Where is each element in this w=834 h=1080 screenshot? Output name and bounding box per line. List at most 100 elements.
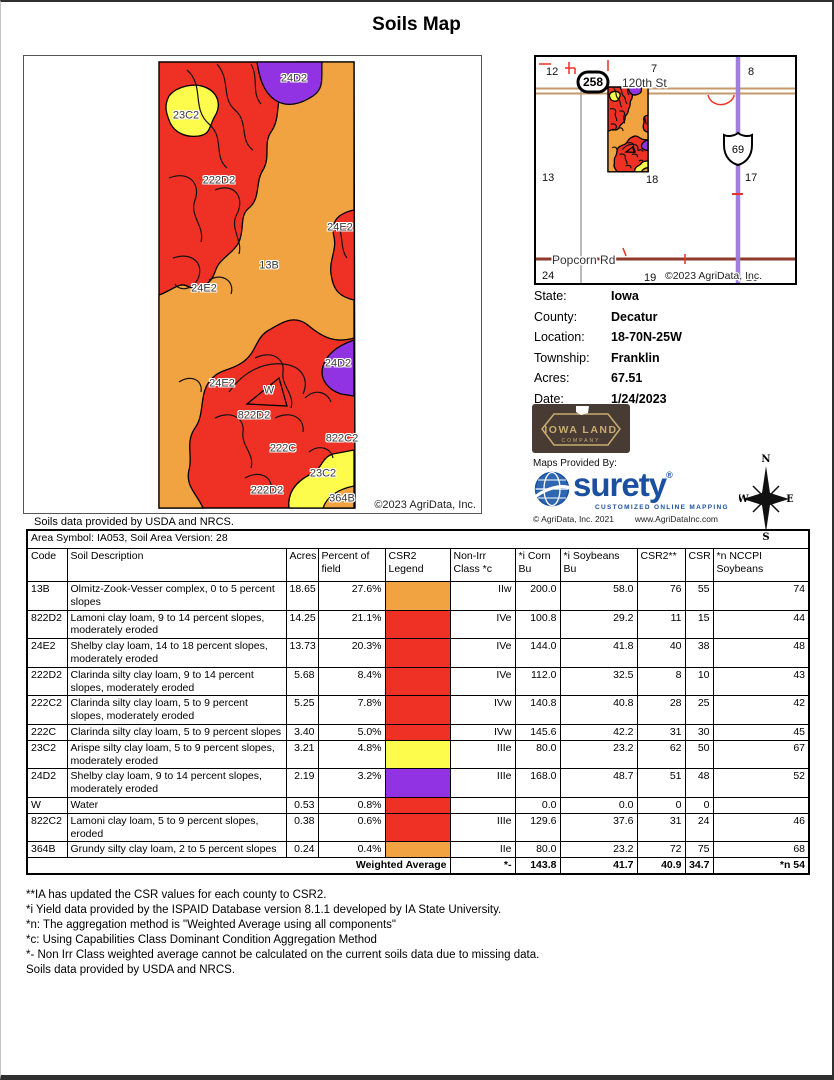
footnote-line: Soils data provided by USDA and NRCS. xyxy=(26,964,236,976)
description: Clarinda silty clay loam, 5 to 9 percent… xyxy=(66,723,287,741)
description: Olmitz-Zook-Vesser complex, 0 to 5 perce… xyxy=(66,581,287,611)
legend-swatch xyxy=(384,581,451,611)
logo-line1: IOWA LAND xyxy=(544,424,617,436)
csr: 25 xyxy=(684,695,714,725)
corn-bu: 129.6 xyxy=(514,812,561,843)
soil-table-row: W Water 0.53 0.8% 0.0 0.0 0 0 xyxy=(26,796,810,814)
legend-swatch xyxy=(384,695,451,725)
column-header: *i Corn Bu xyxy=(514,548,561,582)
corn-bu: 0.0 xyxy=(514,796,561,814)
info-value: 67.51 xyxy=(611,371,643,385)
description: Grundy silty clay loam, 2 to 5 percent s… xyxy=(66,841,287,859)
wavg-csr: 34.7 xyxy=(684,857,714,875)
soil-code-label: 822C2 xyxy=(325,432,359,445)
percent: 0.6% xyxy=(317,812,386,843)
compass-star xyxy=(743,466,789,532)
corn-bu: 168.0 xyxy=(514,768,561,798)
description: Shelby clay loam, 9 to 14 percent slopes… xyxy=(66,768,287,798)
info-label: Township: xyxy=(534,350,590,365)
csr2: 51 xyxy=(636,768,686,798)
acres: 5.25 xyxy=(285,695,319,725)
registered-mark: ® xyxy=(666,470,673,480)
column-header: Code xyxy=(26,548,68,582)
code: 222C2 xyxy=(26,695,68,725)
maps-provided-by-label: Maps Provided By: xyxy=(533,458,617,469)
csr: 55 xyxy=(684,581,714,611)
csr: 30 xyxy=(684,723,714,741)
soil-table-row: 222C Clarinda silty clay loam, 5 to 9 per… xyxy=(26,723,810,741)
info-label: Date: xyxy=(534,391,564,406)
nccpi: 48 xyxy=(712,638,810,668)
iowa-land-company-logo: IOWA LAND COMPANY xyxy=(532,404,630,453)
csr2: 62 xyxy=(636,739,686,770)
csr2: 28 xyxy=(636,695,686,725)
footnote-line: *i Yield data provided by the ISPAID Dat… xyxy=(26,904,502,916)
weighted-average-row: Weighted Average *- 143.8 41.7 40.9 34.7… xyxy=(26,857,810,875)
street-label-bottom: Popcorn Rd xyxy=(552,253,615,267)
map-copyright: ©2023 AgriData, Inc. xyxy=(374,499,476,511)
soil-table-row: 23C2 Arispe silty clay loam, 5 to 9 perce… xyxy=(26,739,810,770)
non-irr-class: IVe xyxy=(449,609,516,640)
soybeans-bu: 37.6 xyxy=(559,812,638,843)
column-header: CSR xyxy=(684,548,714,582)
code: W xyxy=(26,796,68,814)
code: 222D2 xyxy=(26,666,68,697)
non-irr-class: IIw xyxy=(449,581,516,611)
wavg-nccpi: *n 54 xyxy=(712,857,810,875)
code: 364B xyxy=(26,841,68,859)
soybeans-bu: 48.7 xyxy=(559,768,638,798)
code: 24E2 xyxy=(26,638,68,668)
description: Water xyxy=(66,796,287,814)
info-row: Acres: 67.51 xyxy=(534,371,784,392)
soybeans-bu: 42.2 xyxy=(559,723,638,741)
csr: 24 xyxy=(684,812,714,843)
nccpi: 45 xyxy=(712,723,810,741)
acres: 0.38 xyxy=(285,812,319,843)
surety-logo-block: Maps Provided By: surety ® CUSTOMIZED ON… xyxy=(533,458,733,524)
code: 822C2 xyxy=(26,812,68,843)
soil-map-labels: 24D2 23C2 222D2 24E2 13B 24E2 24D2 24E2 W 822D2 82… xyxy=(24,56,481,513)
non-irr-class: IIe xyxy=(449,841,516,859)
column-header: Soil Description xyxy=(66,548,287,582)
soil-code-label: 24E2 xyxy=(327,221,353,234)
csr: 15 xyxy=(684,609,714,640)
soil-code-label: 222D2 xyxy=(202,174,236,187)
surety-wordmark: surety xyxy=(573,466,667,503)
info-value: 18-70N-25W xyxy=(611,330,682,344)
surety-tagline: CUSTOMIZED ONLINE MAPPING xyxy=(595,504,729,511)
nccpi: 44 xyxy=(712,609,810,640)
description: Lamoni clay loam, 9 to 14 percent slopes… xyxy=(66,609,287,640)
info-row: State: Iowa xyxy=(534,289,784,310)
logo-line2: COMPANY xyxy=(562,438,601,444)
route-badge-258: 258 xyxy=(576,70,610,94)
percent: 8.4% xyxy=(317,666,386,697)
csr: 50 xyxy=(684,739,714,770)
footnote-line: **IA has updated the CSR values for each… xyxy=(26,889,327,901)
code: 13B xyxy=(26,581,68,611)
code: 822D2 xyxy=(26,609,68,640)
acres: 14.25 xyxy=(285,609,319,640)
corn-bu: 100.8 xyxy=(514,609,561,640)
acres: 0.53 xyxy=(285,796,319,814)
legend-swatch xyxy=(384,768,451,798)
soil-code-label: 364B xyxy=(329,492,355,505)
soil-table-row: 222C2 Clarinda silty clay loam, 5 to 9 pe… xyxy=(26,695,810,725)
info-value: Franklin xyxy=(611,350,660,365)
wavg-corn: 143.8 xyxy=(514,857,561,875)
info-value: Decatur xyxy=(611,309,658,324)
nccpi: 43 xyxy=(712,666,810,697)
soil-code-label: 222D2 xyxy=(250,484,284,497)
info-row: Township: Franklin xyxy=(534,351,784,372)
soil-code-label: 23C2 xyxy=(309,467,337,480)
column-header: CSR2** xyxy=(636,548,686,582)
corn-bu: 144.0 xyxy=(514,638,561,668)
csr2: 8 xyxy=(636,666,686,697)
section-number: 12 xyxy=(546,66,558,78)
corn-bu: 200.0 xyxy=(514,581,561,611)
csr: 48 xyxy=(684,768,714,798)
code: 24D2 xyxy=(26,768,68,798)
soybeans-bu: 41.8 xyxy=(559,638,638,668)
soil-table-row: 13B Olmitz-Zook-Vesser complex, 0 to 5 pe… xyxy=(26,581,810,611)
acres: 13.73 xyxy=(285,638,319,668)
svg-text:258: 258 xyxy=(583,75,603,89)
